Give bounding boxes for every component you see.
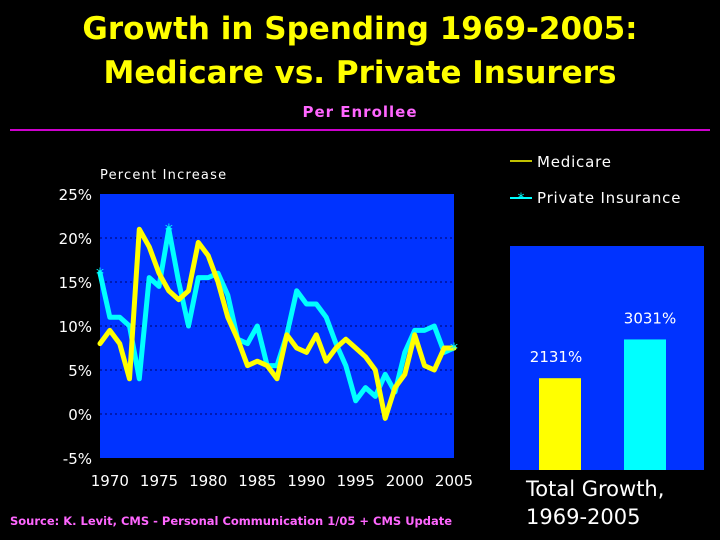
slide-title-line1: Growth in Spending 1969-2005: <box>82 11 638 47</box>
y-tick-label: 0% <box>68 406 92 424</box>
legend-private-label: Private Insurance <box>537 189 681 207</box>
x-tick-labels: 1970 1975 1980 1985 1990 1995 2000 2005 <box>91 472 473 490</box>
legend: Medicare * Private Insurance <box>510 153 681 207</box>
private-insurance-marker: * <box>165 220 173 239</box>
legend-medicare-label: Medicare <box>537 153 612 171</box>
source-note: Source: K. Levit, CMS - Personal Communi… <box>10 514 453 528</box>
series-lines: * * * <box>96 220 458 421</box>
y-tick-label: 15% <box>59 274 92 292</box>
legend-private-marker-icon: * <box>518 191 525 207</box>
x-tick-label: 1990 <box>287 472 325 490</box>
x-tick-label: 1985 <box>238 472 276 490</box>
x-tick-label: 1975 <box>140 472 178 490</box>
slide-title-line2: Medicare vs. Private Insurers <box>103 55 617 91</box>
medicare-series-line <box>97 226 457 421</box>
y-tick-label: -5% <box>63 450 92 468</box>
bar-medicare <box>539 378 581 470</box>
y-tick-label: 10% <box>59 318 92 336</box>
bar-chart-title-line2: 1969-2005 <box>526 505 640 529</box>
x-tick-label: 1980 <box>189 472 227 490</box>
title-divider <box>10 129 710 131</box>
x-tick-label: 1995 <box>337 472 375 490</box>
x-tick-label: 2000 <box>386 472 424 490</box>
y-tick-label: 20% <box>59 230 92 248</box>
y-tick-labels: 25% 20% 15% 10% 5% 0% -5% <box>59 186 92 468</box>
private-insurance-marker: * <box>96 264 104 283</box>
bar-chart-title-line1: Total Growth, <box>525 477 664 501</box>
y-tick-label: 25% <box>59 186 92 204</box>
y-tick-label: 5% <box>68 362 92 380</box>
bar-private-insurance <box>624 339 666 470</box>
y-axis-label: Percent Increase <box>100 168 227 183</box>
bar-value-label: 3031% <box>624 309 676 327</box>
bars: 2131% 3031% <box>530 309 676 470</box>
x-tick-label: 2005 <box>435 472 473 490</box>
slide-subtitle: Per Enrollee <box>302 103 418 121</box>
bar-value-label: 2131% <box>530 348 582 366</box>
private-insurance-marker: * <box>450 339 458 358</box>
x-tick-label: 1970 <box>91 472 129 490</box>
